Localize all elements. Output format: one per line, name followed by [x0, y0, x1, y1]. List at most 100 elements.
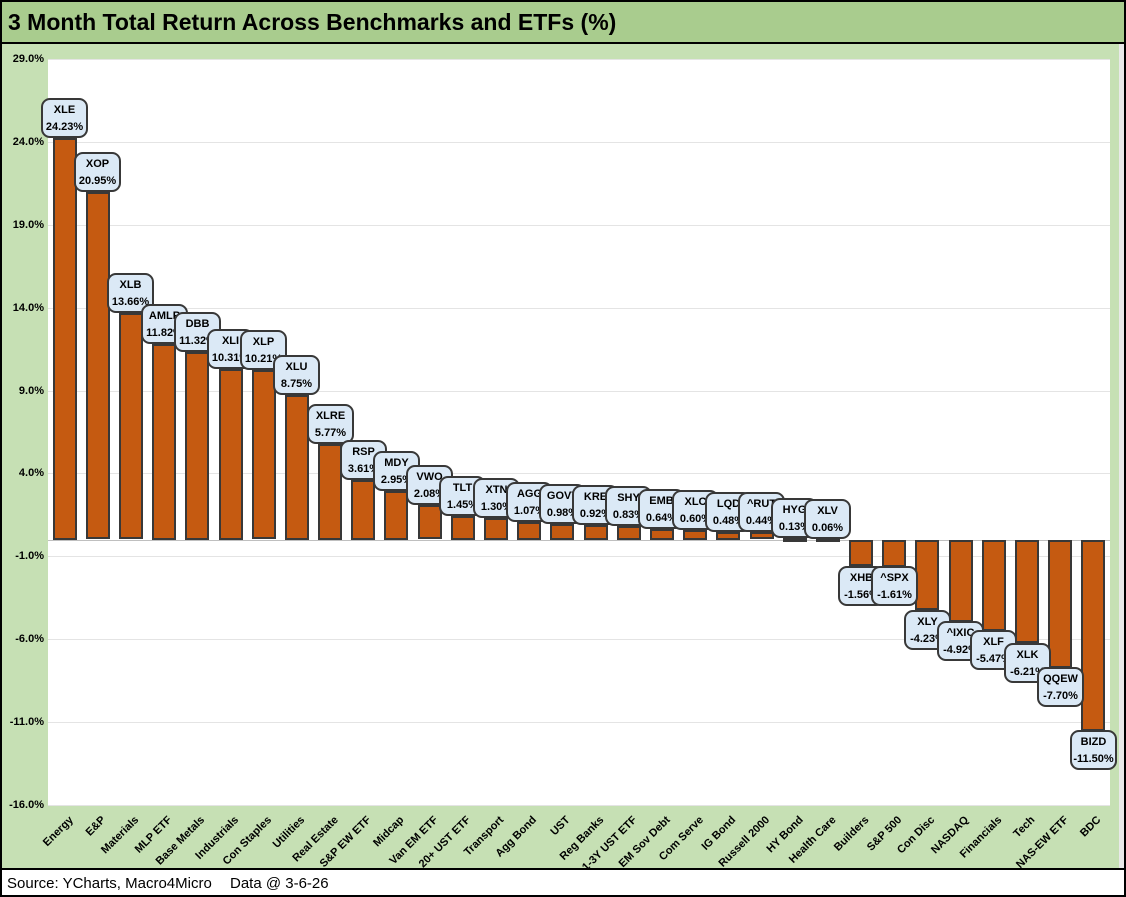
bar-^SPX: [882, 540, 906, 567]
y-axis-tick-label: 29.0%: [12, 53, 44, 65]
y-axis-tick-label: 24.0%: [12, 136, 44, 148]
bar-XLI: [219, 369, 243, 540]
page-title: 3 Month Total Return Across Benchmarks a…: [2, 2, 1124, 44]
ticker-label: XLK: [1016, 649, 1039, 661]
ticker-label: EMB: [649, 495, 674, 507]
data-label-XLU: XLU 8.75%: [273, 355, 320, 395]
right-edge-strip: [1119, 44, 1124, 869]
value-label: -5.47%: [976, 653, 1011, 665]
value-label: 13.66%: [111, 296, 150, 308]
data-label-XLY: XLY -4.23%: [904, 610, 951, 650]
ticker-label: DBB: [185, 318, 210, 330]
value-label: 20.95%: [78, 175, 117, 187]
data-date-text: Data @ 3-6-26: [230, 875, 329, 892]
value-label: 2.08%: [413, 488, 446, 500]
data-label-XLRE: XLRE 5.77%: [307, 404, 354, 444]
ticker-label: AGG: [516, 488, 543, 500]
bar-RSP: [351, 480, 375, 540]
value-label: 2.95%: [380, 474, 413, 486]
value-label: 0.64%: [645, 512, 678, 524]
bar-XLE: [53, 138, 77, 540]
ticker-label: SHY: [617, 492, 640, 504]
data-label-BIZD: BIZD -11.50%: [1070, 730, 1117, 770]
gridline: [48, 805, 1110, 806]
y-axis-tick-label: -16.0%: [9, 799, 44, 811]
gridline: [48, 473, 1110, 474]
bar-BIZD: [1081, 540, 1105, 731]
value-label: 11.82%: [146, 327, 183, 339]
y-axis-tick-label: 9.0%: [18, 385, 44, 397]
ticker-label: XLU: [285, 361, 308, 373]
value-label: 10.21%: [244, 353, 283, 365]
value-label: -6.21%: [1010, 666, 1045, 678]
source-text: Source: YCharts, Macro4Micro: [7, 875, 212, 892]
bar-XLY: [915, 540, 939, 610]
value-label: 1.30%: [480, 501, 513, 513]
y-axis-tick-label: -11.0%: [9, 716, 44, 728]
data-label-XLB: XLB 13.66%: [107, 273, 154, 313]
ticker-label: MDY: [384, 457, 409, 469]
data-label-QQEW: QQEW -7.70%: [1037, 667, 1084, 707]
value-label: 0.06%: [811, 522, 844, 534]
ticker-label: XLI: [221, 335, 240, 347]
ticker-label: XLF: [983, 636, 1004, 648]
ticker-label: XLY: [917, 616, 938, 628]
gridline: [48, 722, 1110, 723]
value-label: 0.98%: [546, 507, 579, 519]
ticker-label: RSP: [352, 446, 375, 458]
bar-XOP: [86, 192, 110, 539]
ticker-label: GOVT: [546, 490, 579, 502]
zero-axis-line: [48, 540, 1110, 541]
value-label: 1.07%: [513, 505, 546, 517]
value-label: 5.77%: [314, 427, 347, 439]
value-label: 0.44%: [745, 515, 778, 527]
bar-QQEW: [1048, 540, 1072, 668]
gridline: [48, 556, 1110, 557]
bar-DBB: [185, 352, 209, 540]
value-label: 0.60%: [679, 513, 712, 525]
y-axis-tick-label: 19.0%: [12, 219, 44, 231]
value-label: 11.32%: [179, 335, 216, 347]
bar-AGG: [517, 522, 541, 540]
ticker-label: XLE: [53, 104, 76, 116]
value-label: 10.31%: [211, 352, 250, 364]
bar-KRE: [584, 525, 608, 540]
gridline: [48, 59, 1110, 60]
value-label: -7.70%: [1043, 690, 1078, 702]
bar-XHB: [849, 540, 873, 566]
ticker-label: BIZD: [1080, 736, 1107, 748]
ticker-label: HYG: [782, 504, 807, 516]
ticker-label: ^SPX: [880, 572, 909, 584]
bar-XLP: [252, 370, 276, 539]
data-label-^SPX: ^SPX -1.61%: [871, 566, 918, 606]
y-axis-tick-label: 4.0%: [18, 467, 44, 479]
bar-TLT: [451, 516, 475, 540]
ticker-label: XTN: [485, 484, 508, 496]
bar-EMB: [650, 529, 674, 540]
value-label: -4.92%: [943, 644, 978, 656]
gridline: [48, 308, 1110, 309]
bar-GOVT: [550, 524, 574, 540]
ticker-label: XOP: [85, 158, 110, 170]
bar-XLF: [982, 540, 1006, 631]
bar-XLB: [119, 313, 143, 539]
data-label-XLE: XLE 24.23%: [41, 98, 88, 138]
ticker-label: XLRE: [315, 410, 346, 422]
ticker-label: XLB: [119, 279, 142, 291]
value-label: -1.61%: [877, 589, 912, 601]
value-label: 0.92%: [579, 508, 612, 520]
y-axis-tick-label: 14.0%: [12, 302, 44, 314]
bar-^IXIC: [949, 540, 973, 622]
value-label: 0.13%: [778, 521, 811, 533]
data-label-XOP: XOP 20.95%: [74, 152, 121, 192]
bar-XLC: [683, 530, 707, 540]
ticker-label: ^IXIC: [946, 627, 975, 639]
gridline: [48, 639, 1110, 640]
value-label: 1.45%: [446, 499, 479, 511]
gridline: [48, 225, 1110, 226]
bar-XLV: [816, 538, 840, 542]
y-axis-tick-label: -6.0%: [15, 633, 44, 645]
value-label: -4.23%: [910, 633, 945, 645]
footer: Source: YCharts, Macro4Micro Data @ 3-6-…: [2, 868, 1124, 895]
